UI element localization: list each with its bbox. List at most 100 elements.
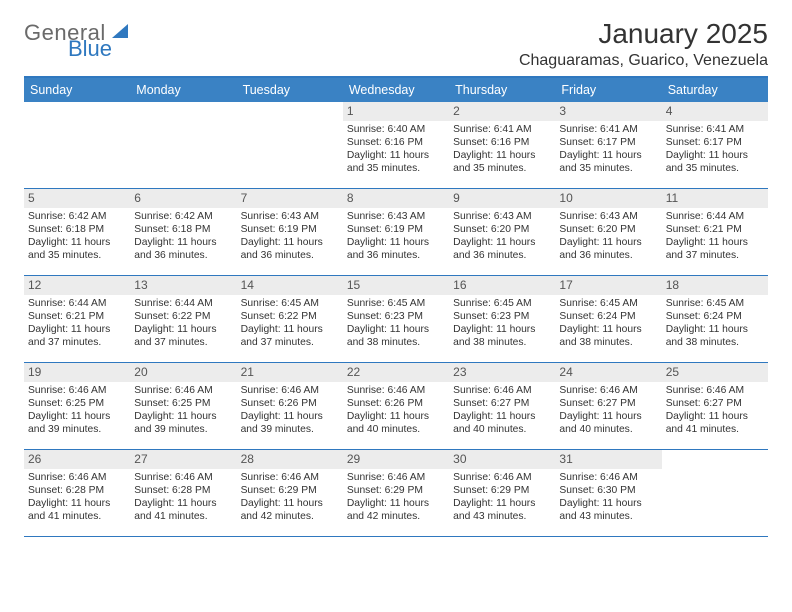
calendar-cell: 13Sunrise: 6:44 AMSunset: 6:22 PMDayligh… <box>130 276 236 362</box>
daylight-text: Daylight: 11 hours and 37 minutes. <box>28 324 126 350</box>
weekday-header-cell: Monday <box>130 78 236 102</box>
daylight-text: Daylight: 11 hours and 41 minutes. <box>666 411 764 437</box>
day-number: 11 <box>662 189 768 208</box>
sunrise-text: Sunrise: 6:45 AM <box>347 298 445 311</box>
logo: General Blue <box>24 22 128 60</box>
calendar-cell: 15Sunrise: 6:45 AMSunset: 6:23 PMDayligh… <box>343 276 449 362</box>
calendar-week-row: 19Sunrise: 6:46 AMSunset: 6:25 PMDayligh… <box>24 363 768 450</box>
sunrise-text: Sunrise: 6:45 AM <box>453 298 551 311</box>
sunrise-text: Sunrise: 6:46 AM <box>241 385 339 398</box>
sunset-text: Sunset: 6:20 PM <box>559 224 657 237</box>
sunrise-text: Sunrise: 6:46 AM <box>559 385 657 398</box>
calendar-cell: 19Sunrise: 6:46 AMSunset: 6:25 PMDayligh… <box>24 363 130 449</box>
daylight-text: Daylight: 11 hours and 35 minutes. <box>347 150 445 176</box>
header-row: General Blue January 2025 Chaguaramas, G… <box>24 18 768 70</box>
calendar-week-row: 26Sunrise: 6:46 AMSunset: 6:28 PMDayligh… <box>24 450 768 537</box>
day-number: 2 <box>449 102 555 121</box>
calendar-page: General Blue January 2025 Chaguaramas, G… <box>0 0 792 547</box>
sunset-text: Sunset: 6:26 PM <box>347 398 445 411</box>
calendar-cell: 17Sunrise: 6:45 AMSunset: 6:24 PMDayligh… <box>555 276 661 362</box>
calendar-cell: 21Sunrise: 6:46 AMSunset: 6:26 PMDayligh… <box>237 363 343 449</box>
day-number: 17 <box>555 276 661 295</box>
day-number: 16 <box>449 276 555 295</box>
calendar-cell: 11Sunrise: 6:44 AMSunset: 6:21 PMDayligh… <box>662 189 768 275</box>
sunset-text: Sunset: 6:25 PM <box>28 398 126 411</box>
calendar-cell: 12Sunrise: 6:44 AMSunset: 6:21 PMDayligh… <box>24 276 130 362</box>
logo-triangle-icon <box>112 24 128 38</box>
daylight-text: Daylight: 11 hours and 41 minutes. <box>28 498 126 524</box>
day-number: 25 <box>662 363 768 382</box>
sunrise-text: Sunrise: 6:41 AM <box>666 124 764 137</box>
daylight-text: Daylight: 11 hours and 36 minutes. <box>559 237 657 263</box>
sunset-text: Sunset: 6:27 PM <box>453 398 551 411</box>
daylight-text: Daylight: 11 hours and 37 minutes. <box>134 324 232 350</box>
calendar-cell-empty <box>24 102 130 188</box>
sunset-text: Sunset: 6:21 PM <box>28 311 126 324</box>
sunrise-text: Sunrise: 6:46 AM <box>134 472 232 485</box>
calendar-cell: 5Sunrise: 6:42 AMSunset: 6:18 PMDaylight… <box>24 189 130 275</box>
daylight-text: Daylight: 11 hours and 36 minutes. <box>134 237 232 263</box>
sunset-text: Sunset: 6:18 PM <box>28 224 126 237</box>
daylight-text: Daylight: 11 hours and 42 minutes. <box>347 498 445 524</box>
sunset-text: Sunset: 6:23 PM <box>347 311 445 324</box>
daylight-text: Daylight: 11 hours and 40 minutes. <box>347 411 445 437</box>
daylight-text: Daylight: 11 hours and 40 minutes. <box>559 411 657 437</box>
sunrise-text: Sunrise: 6:46 AM <box>28 385 126 398</box>
sunrise-text: Sunrise: 6:41 AM <box>559 124 657 137</box>
calendar-cell: 28Sunrise: 6:46 AMSunset: 6:29 PMDayligh… <box>237 450 343 536</box>
sunset-text: Sunset: 6:22 PM <box>134 311 232 324</box>
day-number: 14 <box>237 276 343 295</box>
sunrise-text: Sunrise: 6:46 AM <box>347 385 445 398</box>
calendar-cell: 16 Sunrise: 6:45 AMSunset: 6:23 PMDayligh… <box>449 276 555 362</box>
daylight-text: Daylight: 11 hours and 38 minutes. <box>666 324 764 350</box>
sunrise-text: Sunrise: 6:46 AM <box>241 472 339 485</box>
daylight-text: Daylight: 11 hours and 35 minutes. <box>666 150 764 176</box>
sunrise-text: Sunrise: 6:43 AM <box>559 211 657 224</box>
sunrise-text: Sunrise: 6:44 AM <box>666 211 764 224</box>
sunrise-text: Sunrise: 6:42 AM <box>134 211 232 224</box>
sunset-text: Sunset: 6:23 PM <box>453 311 551 324</box>
weekday-header-cell: Saturday <box>662 78 768 102</box>
calendar-cell-empty <box>130 102 236 188</box>
sunrise-text: Sunrise: 6:43 AM <box>347 211 445 224</box>
calendar-cell: 10Sunrise: 6:43 AMSunset: 6:20 PMDayligh… <box>555 189 661 275</box>
day-number: 8 <box>343 189 449 208</box>
calendar-week-row: 5Sunrise: 6:42 AMSunset: 6:18 PMDaylight… <box>24 189 768 276</box>
calendar-table: SundayMondayTuesdayWednesdayThursdayFrid… <box>24 76 768 537</box>
day-number: 24 <box>555 363 661 382</box>
daylight-text: Daylight: 11 hours and 41 minutes. <box>134 498 232 524</box>
daylight-text: Daylight: 11 hours and 38 minutes. <box>453 324 551 350</box>
calendar-cell: 22Sunrise: 6:46 AMSunset: 6:26 PMDayligh… <box>343 363 449 449</box>
calendar-cell: 31Sunrise: 6:46 AMSunset: 6:30 PMDayligh… <box>555 450 661 536</box>
weekday-header-cell: Sunday <box>24 78 130 102</box>
weekday-header-cell: Friday <box>555 78 661 102</box>
sunset-text: Sunset: 6:25 PM <box>134 398 232 411</box>
calendar-cell: 2Sunrise: 6:41 AMSunset: 6:16 PMDaylight… <box>449 102 555 188</box>
daylight-text: Daylight: 11 hours and 36 minutes. <box>453 237 551 263</box>
sunset-text: Sunset: 6:28 PM <box>134 485 232 498</box>
calendar-cell: 23Sunrise: 6:46 AMSunset: 6:27 PMDayligh… <box>449 363 555 449</box>
sunset-text: Sunset: 6:27 PM <box>559 398 657 411</box>
daylight-text: Daylight: 11 hours and 38 minutes. <box>347 324 445 350</box>
sunrise-text: Sunrise: 6:44 AM <box>28 298 126 311</box>
sunrise-text: Sunrise: 6:43 AM <box>241 211 339 224</box>
day-number: 23 <box>449 363 555 382</box>
calendar-cell: 27 Sunrise: 6:46 AMSunset: 6:28 PMDayligh… <box>130 450 236 536</box>
sunrise-text: Sunrise: 6:45 AM <box>241 298 339 311</box>
weekday-header-cell: Wednesday <box>343 78 449 102</box>
daylight-text: Daylight: 11 hours and 40 minutes. <box>453 411 551 437</box>
sunrise-text: Sunrise: 6:40 AM <box>347 124 445 137</box>
sunrise-text: Sunrise: 6:45 AM <box>666 298 764 311</box>
daylight-text: Daylight: 11 hours and 43 minutes. <box>453 498 551 524</box>
daylight-text: Daylight: 11 hours and 42 minutes. <box>241 498 339 524</box>
title-block: January 2025 Chaguaramas, Guarico, Venez… <box>519 18 768 70</box>
sunrise-text: Sunrise: 6:42 AM <box>28 211 126 224</box>
logo-text: General Blue <box>24 22 128 60</box>
sunrise-text: Sunrise: 6:45 AM <box>559 298 657 311</box>
sunset-text: Sunset: 6:29 PM <box>453 485 551 498</box>
day-number: 27 <box>130 450 236 469</box>
calendar-cell: 25Sunrise: 6:46 AMSunset: 6:27 PMDayligh… <box>662 363 768 449</box>
day-number: 3 <box>555 102 661 121</box>
calendar-cell: 8Sunrise: 6:43 AMSunset: 6:19 PMDaylight… <box>343 189 449 275</box>
sunset-text: Sunset: 6:21 PM <box>666 224 764 237</box>
